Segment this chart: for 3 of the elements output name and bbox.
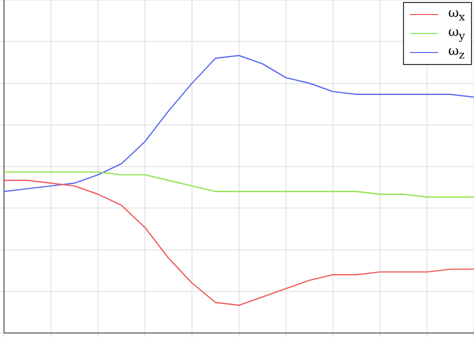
legend-label: ω$_{y}$	[448, 24, 465, 42]
legend-label: ω$_{z}$	[448, 44, 465, 62]
legend-label: ω$_{x}$	[448, 6, 465, 24]
